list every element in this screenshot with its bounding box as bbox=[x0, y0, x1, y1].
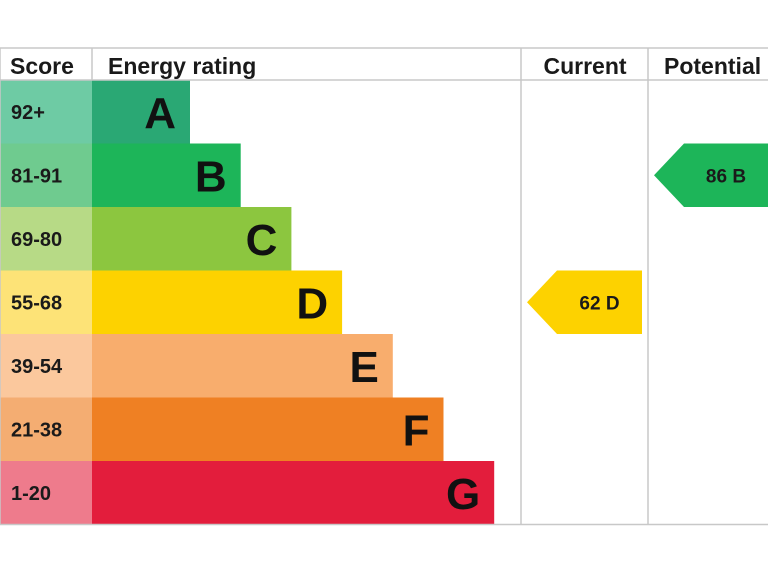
band-row-e: 39-54 E bbox=[0, 334, 393, 398]
header-score: Score bbox=[10, 53, 74, 79]
score-range-f: 21-38 bbox=[11, 419, 62, 441]
rating-letter-d: D bbox=[296, 279, 328, 328]
score-cell-c bbox=[0, 207, 92, 271]
grid-layer bbox=[0, 47, 768, 526]
bands-layer: 92+ A 81-91 B 69-80 C 55-68 D 39-54 E 21-38 F 1-20 G bbox=[0, 80, 495, 525]
potential-arrow-shape bbox=[654, 143, 768, 207]
potential-rating-arrow: 86 B bbox=[654, 143, 768, 207]
header-row: Score Energy rating Current Potential bbox=[10, 53, 761, 79]
current-arrow-shape bbox=[527, 270, 642, 334]
rating-letter-e: E bbox=[349, 343, 378, 392]
band-row-d: 55-68 D bbox=[0, 270, 343, 334]
score-cell-b bbox=[0, 143, 92, 207]
score-range-b: 81-91 bbox=[11, 165, 62, 187]
rating-bar-g bbox=[92, 461, 495, 525]
score-range-c: 69-80 bbox=[11, 229, 62, 251]
score-cell-a bbox=[0, 80, 92, 144]
potential-rating-label: 86 B bbox=[706, 166, 746, 187]
score-cell-e bbox=[0, 334, 92, 398]
score-cell-f bbox=[0, 397, 92, 461]
band-row-g: 1-20 G bbox=[0, 461, 495, 525]
score-cell-g bbox=[0, 461, 92, 525]
band-row-c: 69-80 C bbox=[0, 207, 292, 271]
rating-bar-a bbox=[92, 80, 190, 144]
current-rating-arrow: 62 D bbox=[527, 270, 642, 334]
rating-letter-f: F bbox=[403, 406, 430, 455]
rating-bar-c bbox=[92, 207, 292, 271]
rating-letter-a: A bbox=[144, 89, 176, 138]
arrows-layer: 62 D 86 B bbox=[527, 143, 768, 334]
header-potential: Potential bbox=[664, 53, 761, 79]
score-range-e: 39-54 bbox=[11, 356, 63, 378]
rating-bar-e bbox=[92, 334, 393, 398]
current-rating-label: 62 D bbox=[579, 293, 619, 314]
rating-bar-f bbox=[92, 397, 444, 461]
score-range-a: 92+ bbox=[11, 102, 45, 124]
header-current: Current bbox=[543, 53, 626, 79]
rating-bar-b bbox=[92, 143, 241, 207]
band-row-b: 81-91 B bbox=[0, 143, 241, 207]
rating-bar-d bbox=[92, 270, 343, 334]
band-row-f: 21-38 F bbox=[0, 397, 444, 461]
header-energy-rating: Energy rating bbox=[108, 53, 256, 79]
score-range-g: 1-20 bbox=[11, 483, 51, 505]
band-row-a: 92+ A bbox=[0, 80, 190, 144]
rating-letter-b: B bbox=[195, 152, 227, 201]
rating-letter-g: G bbox=[446, 470, 480, 519]
rating-letter-c: C bbox=[246, 216, 278, 265]
score-cell-d bbox=[0, 270, 92, 334]
score-range-d: 55-68 bbox=[11, 292, 62, 314]
